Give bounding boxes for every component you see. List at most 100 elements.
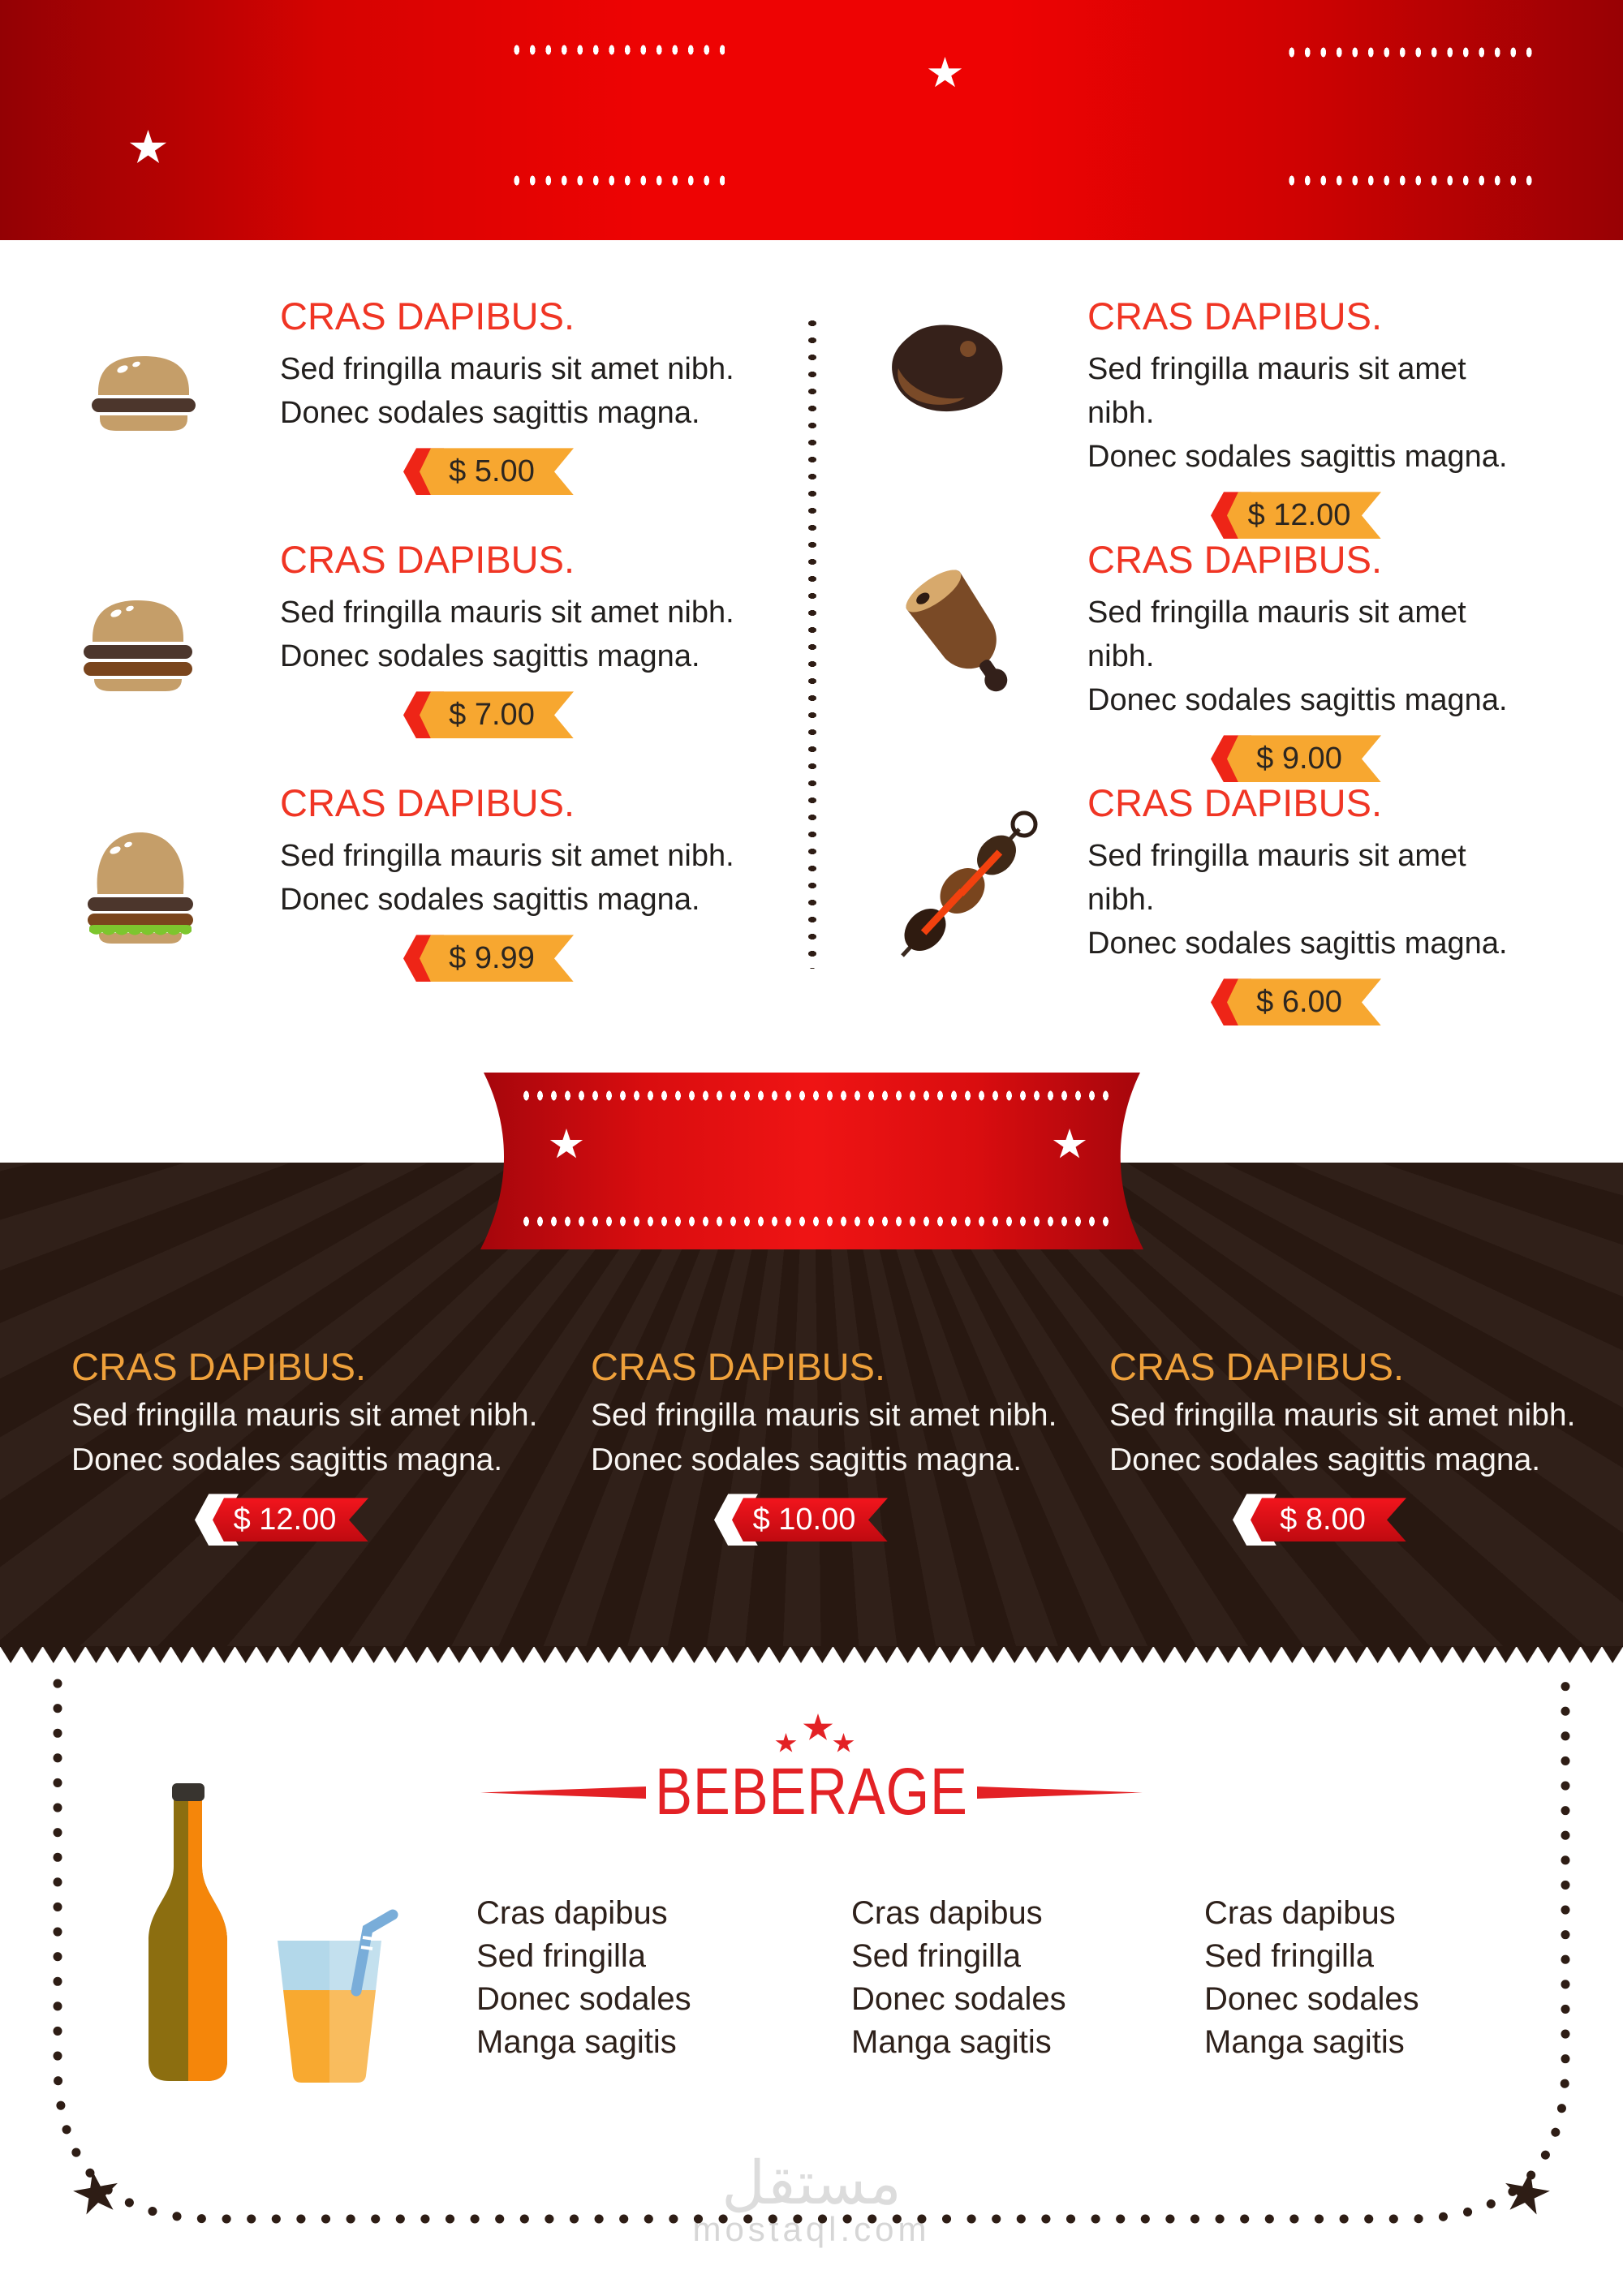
- price-tag: $ 9.00: [1211, 735, 1381, 783]
- price-tag: $ 12.00: [195, 1494, 368, 1546]
- star-icon: [928, 57, 962, 88]
- price-value: $ 6.00: [1256, 984, 1342, 1019]
- item-title: CRAS DAPIBUS.: [1087, 538, 1383, 581]
- drink-list: Cras dapibus Sed fringilla Donec sodales…: [1204, 1892, 1545, 2064]
- item-title: CRAS DAPIBUS.: [280, 781, 575, 824]
- menu-item: CRAS DAPIBUS. Sed fringilla mauris sit a…: [280, 538, 734, 739]
- zigzag-edge: [0, 1646, 1623, 1663]
- item-title: CRAS DAPIBUS.: [1087, 781, 1383, 824]
- price-tag: $ 7.00: [403, 691, 574, 739]
- price-value: $ 9.99: [449, 940, 535, 975]
- item-description-line: Donec sodales sagittis magna.: [280, 396, 700, 431]
- price-tag: $ 10.00: [714, 1494, 888, 1546]
- ham-leg-icon: [906, 570, 1008, 692]
- drink-line: Sed fringilla: [851, 1938, 1022, 1974]
- dotted-line: [1284, 46, 1537, 58]
- item-title: CRAS DAPIBUS.: [280, 295, 575, 338]
- price-tag-body: [213, 1498, 368, 1541]
- price-value: $ 8.00: [1280, 1502, 1366, 1537]
- dotted-line: [519, 1090, 1112, 1102]
- item-description-line: Sed fringilla mauris sit amet nibh.: [1087, 839, 1466, 918]
- price-value: $ 9.00: [1256, 741, 1342, 776]
- price-tag-body: [1227, 735, 1381, 782]
- drink-line: Donec sodales: [476, 1981, 691, 2017]
- price-value: $ 10.00: [752, 1502, 856, 1537]
- price-tag-body: [1227, 492, 1381, 539]
- star-icon: [833, 1733, 855, 1752]
- header-banner: [0, 0, 1623, 240]
- drink-line: Cras dapibus: [1204, 1895, 1396, 1931]
- item-description-line: Donec sodales sagittis magna.: [1087, 927, 1508, 961]
- featured-item: CRAS DAPIBUS. Sed fringilla mauris sit a…: [71, 1347, 558, 1546]
- drink-list: Cras dapibus Sed fringilla Donec sodales…: [476, 1892, 817, 2064]
- drink-list: Cras dapibus Sed fringilla Donec sodales…: [851, 1892, 1192, 2064]
- watermark-latin: mostaql.com: [692, 2210, 931, 2248]
- star-icon: [803, 1713, 833, 1740]
- item-description-line: Donec sodales sagittis magna.: [1109, 1443, 1541, 1478]
- price-tag: $ 6.00: [1211, 978, 1381, 1026]
- item-description-line: Donec sodales sagittis magna.: [1087, 683, 1508, 718]
- drink-line: Cras dapibus: [476, 1895, 668, 1931]
- double-burger-icon: [84, 600, 192, 691]
- star-icon: [775, 1733, 797, 1752]
- price-tag-body: [420, 691, 574, 738]
- ribbon-banner: [480, 1073, 1143, 1249]
- deluxe-burger-icon: [88, 832, 193, 944]
- item-description-line: Sed fringilla mauris sit amet nibh.: [1087, 352, 1466, 431]
- menu-item: CRAS DAPIBUS. Sed fringilla mauris sit a…: [280, 783, 734, 982]
- item-description-line: Sed fringilla mauris sit amet nibh.: [1087, 595, 1466, 674]
- bread-loaf-icon: [892, 325, 1003, 412]
- item-description-line: Sed fringilla mauris sit amet nibh.: [71, 1398, 538, 1434]
- item-description-line: Sed fringilla mauris sit amet nibh.: [280, 352, 734, 387]
- item-description-line: Donec sodales sagittis magna.: [71, 1443, 503, 1478]
- item-description-line: Sed fringilla mauris sit amet nibh.: [280, 839, 734, 874]
- item-title: CRAS DAPIBUS.: [280, 538, 575, 581]
- item-description-line: Donec sodales sagittis magna.: [280, 639, 700, 674]
- drink-line: Manga sagitis: [1204, 2024, 1405, 2060]
- item-description-line: Sed fringilla mauris sit amet nibh.: [1109, 1398, 1576, 1434]
- beverage-section-title: BEBERAGE: [655, 1755, 968, 1829]
- star-icon: [129, 130, 167, 163]
- drink-line: Donec sodales: [851, 1981, 1066, 2017]
- price-tag-body: [1251, 1498, 1406, 1541]
- item-title: CRAS DAPIBUS.: [71, 1345, 367, 1388]
- kebab-skewer-icon: [901, 810, 1038, 957]
- dotted-line: [509, 44, 725, 56]
- item-title: CRAS DAPIBUS.: [1109, 1345, 1405, 1388]
- drink-line: Cras dapibus: [851, 1895, 1043, 1931]
- price-tag-body: [732, 1498, 888, 1541]
- price-tag-body: [1227, 978, 1381, 1025]
- dotted-divider: [807, 315, 817, 969]
- item-description-line: Donec sodales sagittis magna.: [280, 883, 700, 918]
- dotted-line: [509, 174, 725, 187]
- price-value: $ 5.00: [449, 454, 535, 488]
- price-value: $ 7.00: [449, 697, 535, 732]
- tapered-line: [977, 1786, 1143, 1799]
- menu-item: CRAS DAPIBUS. Sed fringilla mauris sit a…: [1087, 295, 1509, 540]
- item-description-line: Donec sodales sagittis magna.: [1087, 440, 1508, 475]
- price-tag: $ 9.99: [403, 935, 574, 982]
- bottle-and-glass-icon: [149, 1783, 398, 2083]
- watermark-arabic: مستقل: [721, 2149, 902, 2216]
- price-value: $ 12.00: [233, 1502, 337, 1537]
- drink-line: Manga sagitis: [851, 2024, 1052, 2060]
- featured-item: CRAS DAPIBUS. Sed fringilla mauris sit a…: [591, 1347, 1078, 1546]
- tapered-line: [480, 1786, 646, 1799]
- price-value: $ 12.00: [1247, 497, 1351, 532]
- price-tag: $ 5.00: [403, 448, 574, 496]
- item-title: CRAS DAPIBUS.: [1087, 295, 1383, 338]
- item-description-line: Donec sodales sagittis magna.: [591, 1443, 1022, 1478]
- drink-line: Sed fringilla: [1204, 1938, 1375, 1974]
- price-tag-body: [420, 448, 574, 495]
- menu-item: CRAS DAPIBUS. Sed fringilla mauris sit a…: [280, 295, 734, 496]
- item-description-line: Sed fringilla mauris sit amet nibh.: [280, 595, 734, 630]
- drink-line: Manga sagitis: [476, 2024, 677, 2060]
- single-burger-icon: [92, 356, 196, 431]
- price-tag: $ 12.00: [1211, 492, 1381, 540]
- menu-item: CRAS DAPIBUS. Sed fringilla mauris sit a…: [1087, 538, 1509, 783]
- dotted-line: [1284, 174, 1537, 187]
- item-title: CRAS DAPIBUS.: [591, 1345, 886, 1388]
- drink-line: Sed fringilla: [476, 1938, 647, 1974]
- menu-item: CRAS DAPIBUS. Sed fringilla mauris sit a…: [1087, 781, 1509, 1026]
